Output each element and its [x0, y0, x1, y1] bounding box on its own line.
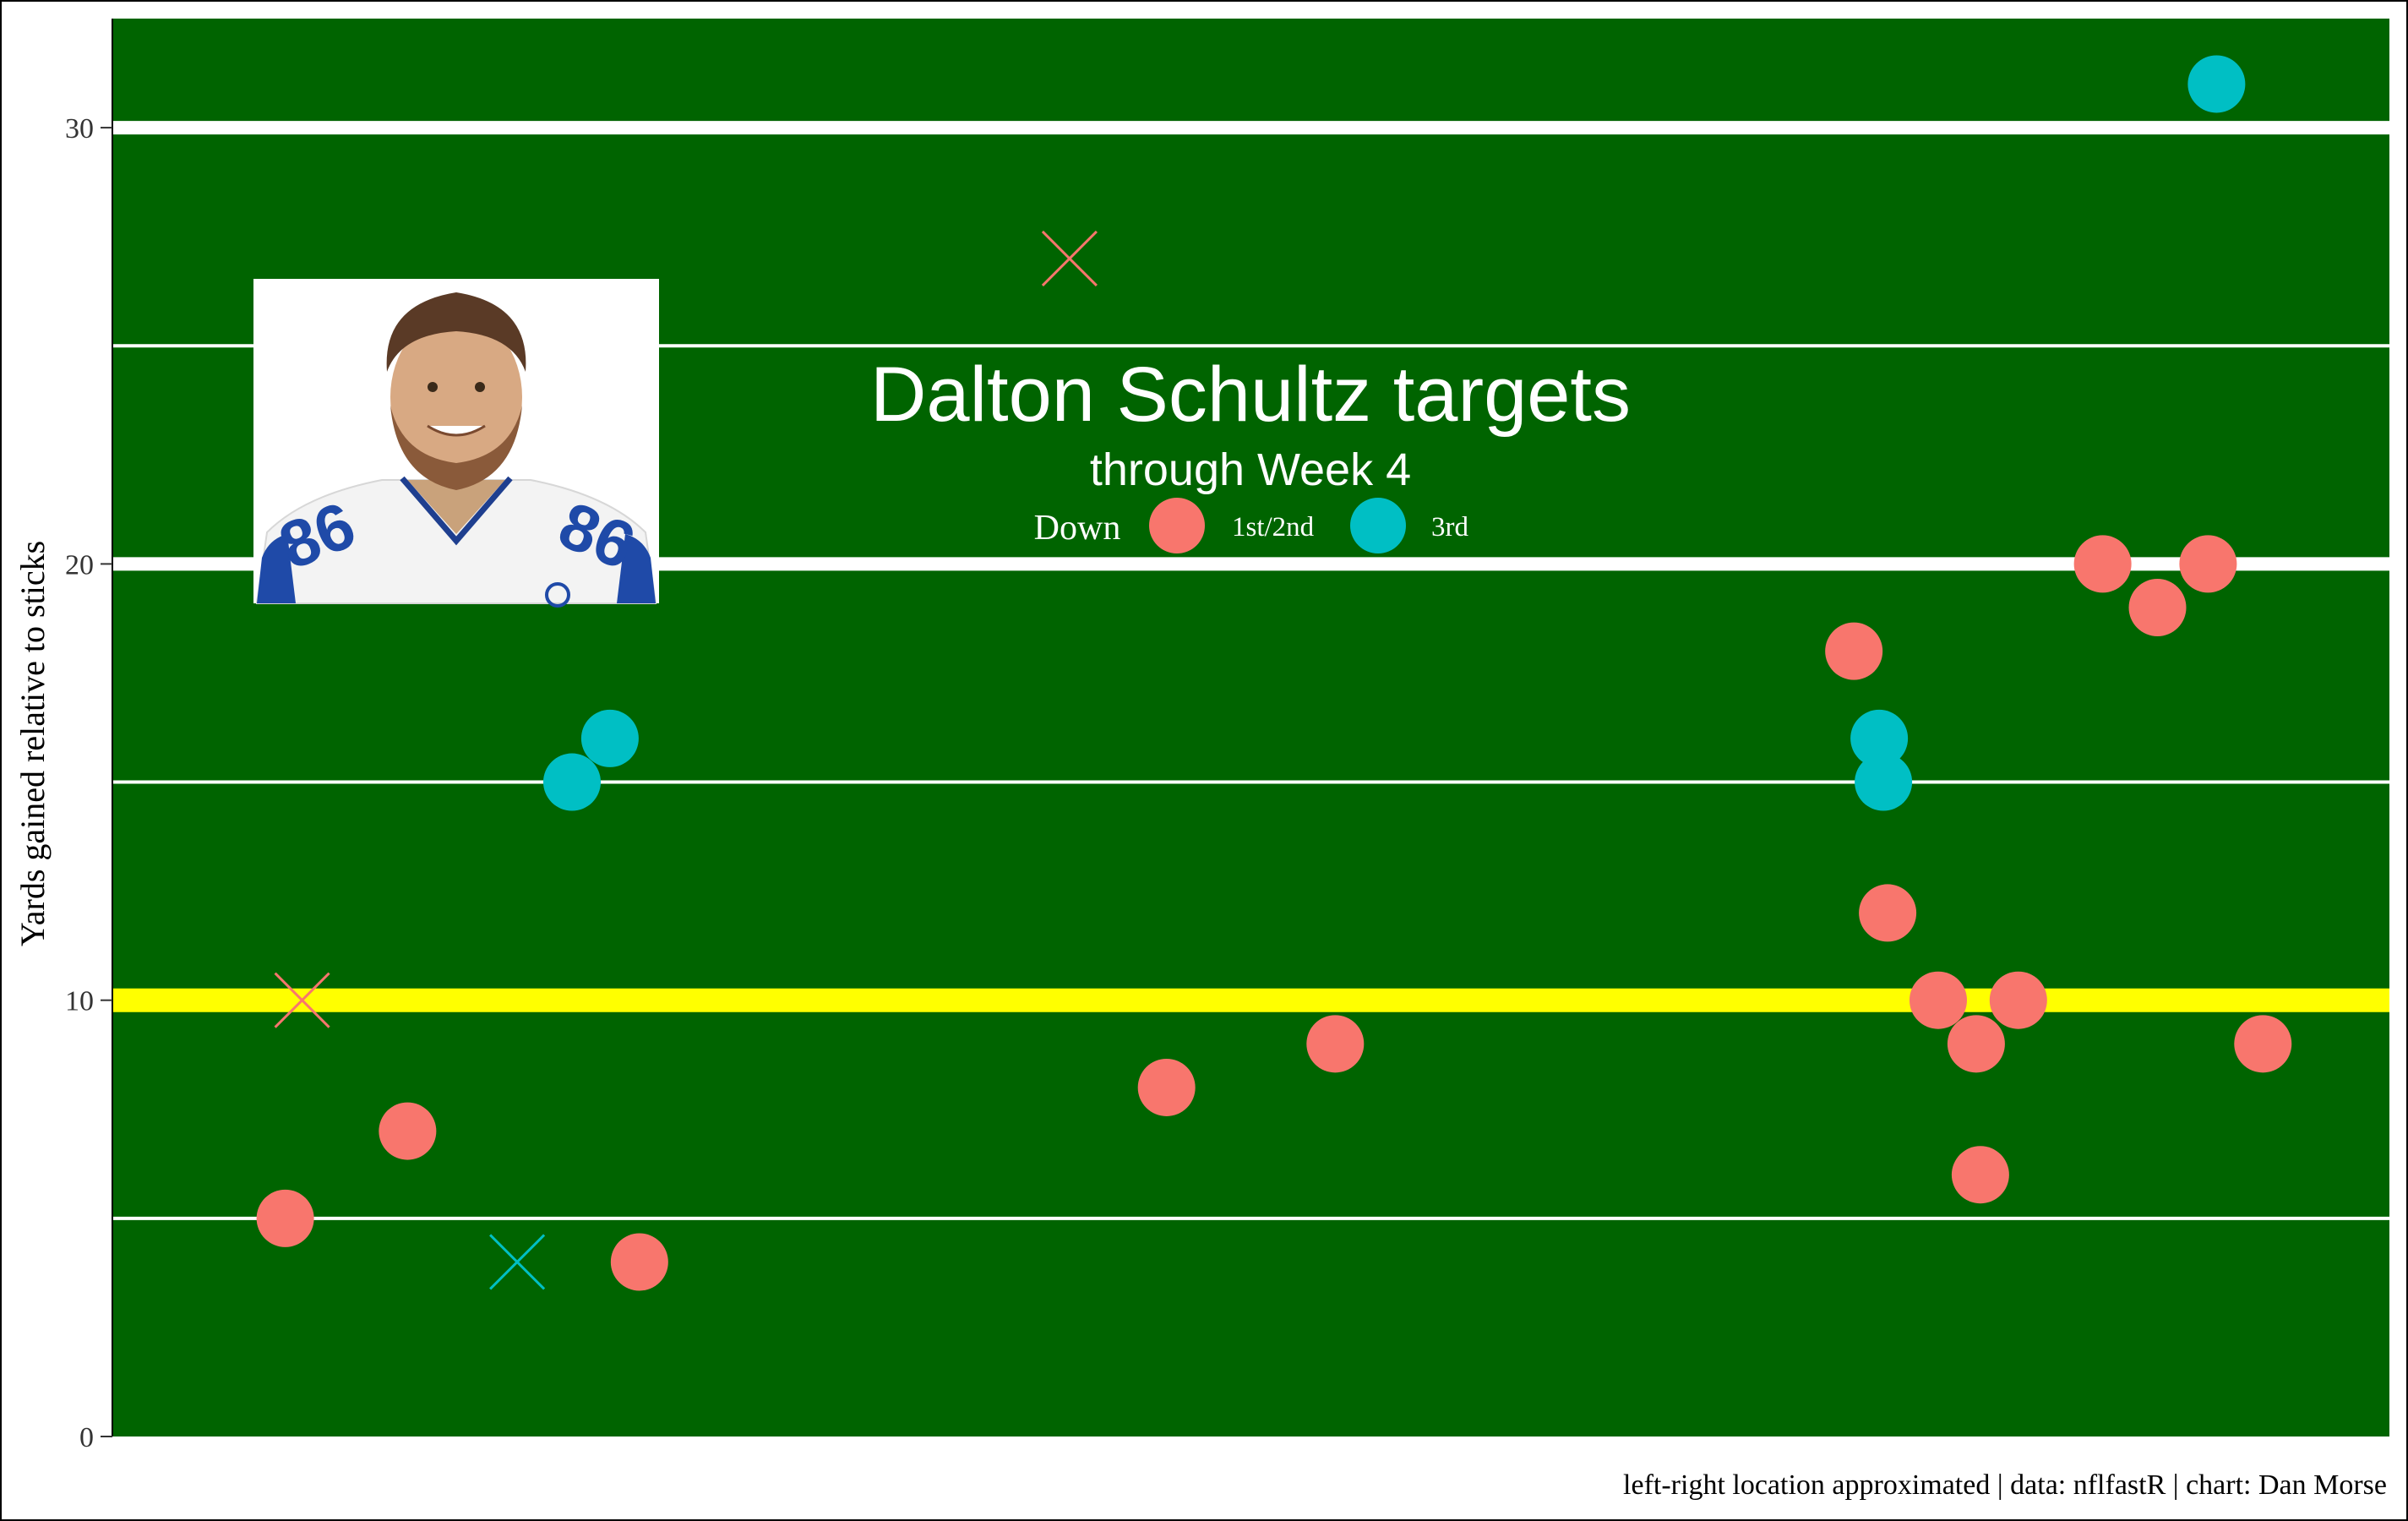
target-point-complete: [1951, 1146, 2009, 1204]
legend: Down 1st/2nd 3rd: [1034, 498, 1468, 553]
target-point-complete: [610, 1233, 668, 1291]
star-icon: [545, 582, 570, 608]
target-point-complete: [1306, 1015, 1365, 1073]
target-point-complete: [1859, 884, 1917, 942]
title-layer: Dalton Schultz targets through Week 4: [870, 352, 1631, 495]
target-point-complete: [2234, 1015, 2292, 1073]
target-point-incomplete: [489, 1234, 546, 1290]
jersey-collar: [400, 476, 513, 546]
field-background: [112, 19, 2389, 1436]
legend-label-3rd: 3rd: [1431, 512, 1468, 542]
target-point-complete: [256, 1189, 314, 1247]
target-point-complete: [542, 753, 601, 811]
target-point-complete: [1947, 1015, 2005, 1073]
face: [390, 314, 522, 480]
target-point-complete: [1850, 709, 1909, 767]
hair: [386, 292, 526, 372]
y-tick-label-20: 20: [65, 549, 94, 581]
smile: [427, 424, 486, 437]
y-tick-label-0: 0: [79, 1422, 94, 1453]
target-point-complete: [1825, 622, 1883, 680]
legend-title: Down: [1034, 509, 1121, 548]
points-layer: [256, 55, 2292, 1291]
target-point-complete: [2128, 579, 2187, 637]
neck: [407, 480, 505, 534]
y-tick-label-10: 10: [65, 986, 94, 1017]
y-axis-label: Yards gained relative to sticks: [14, 541, 52, 946]
legend-key-1st-2nd: [1149, 498, 1205, 553]
beard: [390, 406, 522, 490]
target-point-complete: [2073, 535, 2132, 593]
target-point-incomplete: [1041, 230, 1098, 287]
target-point-incomplete: [274, 972, 330, 1028]
eye-right: [475, 382, 485, 392]
target-point-complete: [379, 1102, 437, 1160]
y-tick-label-30: 30: [65, 113, 94, 144]
target-point-complete: [2179, 535, 2237, 593]
jersey-stripe-right: [617, 534, 656, 603]
target-point-complete: [2187, 55, 2246, 113]
field-layer: [112, 19, 2389, 1436]
chart-title: Dalton Schultz targets: [870, 352, 1631, 438]
axis-layer: 0 10 20 30: [65, 19, 113, 1453]
target-point-complete: [1989, 971, 2047, 1029]
jersey-stripe-left: [257, 534, 296, 603]
eye-left: [428, 382, 438, 392]
chart-caption: left-right location approximated | data:…: [1623, 1469, 2387, 1501]
legend-key-3rd: [1350, 498, 1406, 553]
target-point-complete: [1909, 971, 1967, 1029]
target-point-complete: [1855, 753, 1913, 811]
target-point-complete: [1137, 1058, 1196, 1116]
chart-subtitle: through Week 4: [1090, 444, 1411, 495]
player-headshot: 86 86: [253, 279, 659, 608]
legend-label-1st-2nd: 1st/2nd: [1232, 512, 1315, 542]
target-point-complete: [580, 709, 639, 767]
